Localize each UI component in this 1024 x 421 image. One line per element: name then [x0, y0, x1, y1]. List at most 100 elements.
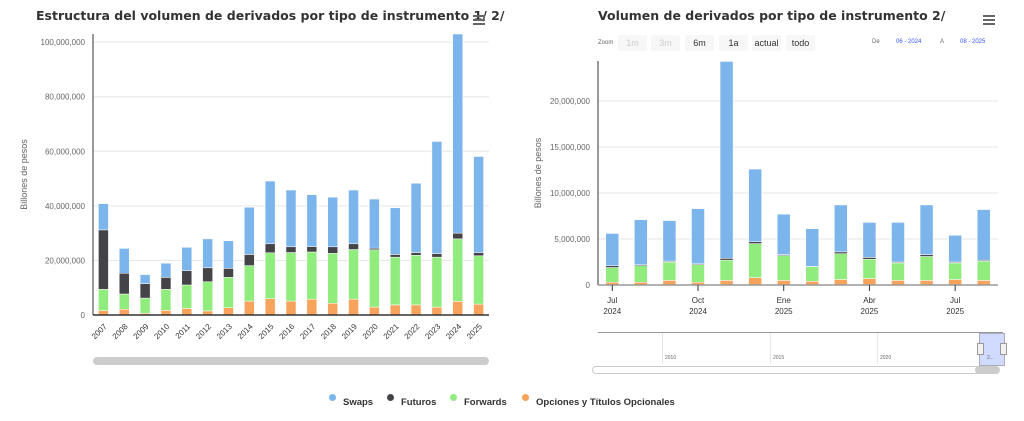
bar-segment-swaps [327, 196, 338, 248]
bar-segment-forwards [919, 256, 934, 281]
x-tick-month: Jul [607, 296, 617, 305]
from-date-input[interactable]: 06 - 2024 [896, 39, 922, 45]
legend-label: Forwards [464, 397, 507, 408]
chart1-scrollbar[interactable] [93, 357, 489, 365]
bar-segment-swaps [452, 33, 463, 234]
x-tick-month: Oct [692, 296, 705, 305]
legend-label: Futuros [401, 397, 437, 408]
bar-segment-forwards [691, 264, 705, 283]
bar-segment-forwards [834, 253, 848, 280]
y-axis-title: Billones de pesos [533, 137, 543, 208]
bar-segment-forwards [976, 260, 991, 281]
y-tick-label: 40,000,000 [45, 202, 86, 211]
to-date-input[interactable]: 08 - 2025 [960, 39, 986, 45]
zoom-label: Zoom [598, 40, 614, 46]
bar-segment-swaps [244, 206, 255, 255]
bar-segment-forwards [634, 265, 648, 283]
bar-segment-swaps [181, 247, 193, 271]
chart2-menu-icon[interactable] [983, 15, 995, 25]
zoom-3m-button[interactable]: 3m [651, 35, 680, 51]
bar-segment-swaps [948, 235, 962, 263]
x-tick-month: Ene [777, 296, 792, 305]
bar-segment-swaps [410, 182, 422, 253]
y-tick-label: 100,000,000 [41, 38, 86, 47]
bar-segment-swaps [805, 228, 820, 267]
bar-segment-forwards [805, 266, 820, 282]
y-tick-label: 10,000,000 [550, 189, 591, 198]
zoom-actual-button[interactable]: actual [752, 35, 781, 51]
bar-segment-swaps [285, 189, 297, 248]
y-tick-label: 0 [81, 311, 86, 320]
x-tick-year: 2024 [689, 307, 707, 316]
navigator[interactable]: 2010 2015 2020 2... [598, 332, 1007, 366]
to-label: A [940, 39, 945, 45]
x-tick-year: 2025 [775, 307, 793, 316]
y-tick-label: 15,000,000 [550, 143, 591, 152]
bar-segment-swaps [119, 248, 130, 274]
bar-segment-swaps [605, 233, 620, 266]
bar-segment-swaps [202, 238, 213, 269]
bar-segment-opciones [834, 279, 848, 286]
zoom-6m-button[interactable]: 6m [685, 35, 714, 51]
bar-segment-swaps [431, 141, 443, 254]
x-tick-year: 2025 [861, 307, 879, 316]
navigator-left-handle[interactable] [977, 343, 984, 355]
y-tick-label: 5,000,000 [554, 235, 590, 244]
bar-segment-swaps [139, 274, 151, 284]
bar-segment-forwards [662, 261, 677, 281]
y-tick-label: 20,000,000 [550, 97, 591, 106]
navigator-right-handle[interactable] [1000, 343, 1007, 355]
bar-segment-swaps [662, 220, 677, 262]
bar-segment-swaps [223, 240, 234, 269]
legend-label: Opciones y Títulos Opcionales [536, 397, 675, 408]
bar-segment-futuros [862, 257, 877, 260]
y-axis-title: Billones de pesos [19, 139, 29, 210]
bar-segment-futuros [605, 265, 620, 268]
bar-segment-forwards [862, 258, 877, 279]
bar-segment-swaps [98, 203, 109, 231]
navigator-label: 2010 [665, 355, 677, 361]
bar-segment-futuros [748, 241, 762, 244]
bar-segment-futuros [834, 251, 848, 254]
bar-segment-forwards [605, 267, 620, 283]
bar-segment-forwards [948, 262, 962, 280]
bar-segment-swaps [691, 208, 705, 265]
navigator-label: 2... [987, 355, 994, 361]
bar-segment-opciones [948, 279, 962, 286]
x-tick-year: 2025 [946, 307, 964, 316]
navigator-label: 2015 [773, 355, 785, 361]
zoom-1m-button[interactable]: 1m [618, 35, 647, 51]
from-label: De [872, 39, 880, 45]
bar-segment-swaps [776, 213, 791, 255]
bar-segment-swaps [634, 219, 648, 266]
zoom-1a-button[interactable]: 1a [719, 35, 748, 51]
x-tick-month: Jul [950, 296, 960, 305]
zoom-todo-button[interactable]: todo [786, 35, 815, 51]
y-tick-label: 20,000,000 [45, 256, 86, 265]
bar-segment-forwards [891, 262, 905, 281]
bar-segment-swaps [160, 262, 172, 278]
bar-segment-forwards [719, 259, 734, 281]
bar-segment-swaps [891, 222, 905, 263]
navigator-label: 2020 [880, 355, 892, 361]
bar-segment-swaps [306, 194, 318, 247]
bar-segment-swaps [473, 156, 484, 253]
opciones-marker-icon [522, 394, 529, 401]
bar-segment-swaps [369, 198, 380, 249]
chart1-menu-icon[interactable] [473, 15, 485, 25]
bar-segment-swaps [748, 168, 762, 243]
swaps-marker-icon [329, 394, 336, 401]
bar-segment-futuros [719, 258, 734, 261]
chart2-scrollbar-thumb[interactable] [975, 366, 999, 374]
chart1-title: Estructura del volumen de derivados por … [36, 8, 505, 23]
chart2-title: Volumen de derivados por tipo de instrum… [598, 8, 946, 23]
x-tick-month: Abr [863, 296, 876, 305]
bar-segment-futuros [919, 254, 934, 257]
chart2-scrollbar[interactable] [592, 366, 1000, 374]
bar-segment-swaps [348, 189, 359, 245]
bar-segment-swaps [389, 207, 401, 255]
bar-segment-opciones [862, 278, 877, 286]
legend-label: Swaps [343, 397, 374, 408]
